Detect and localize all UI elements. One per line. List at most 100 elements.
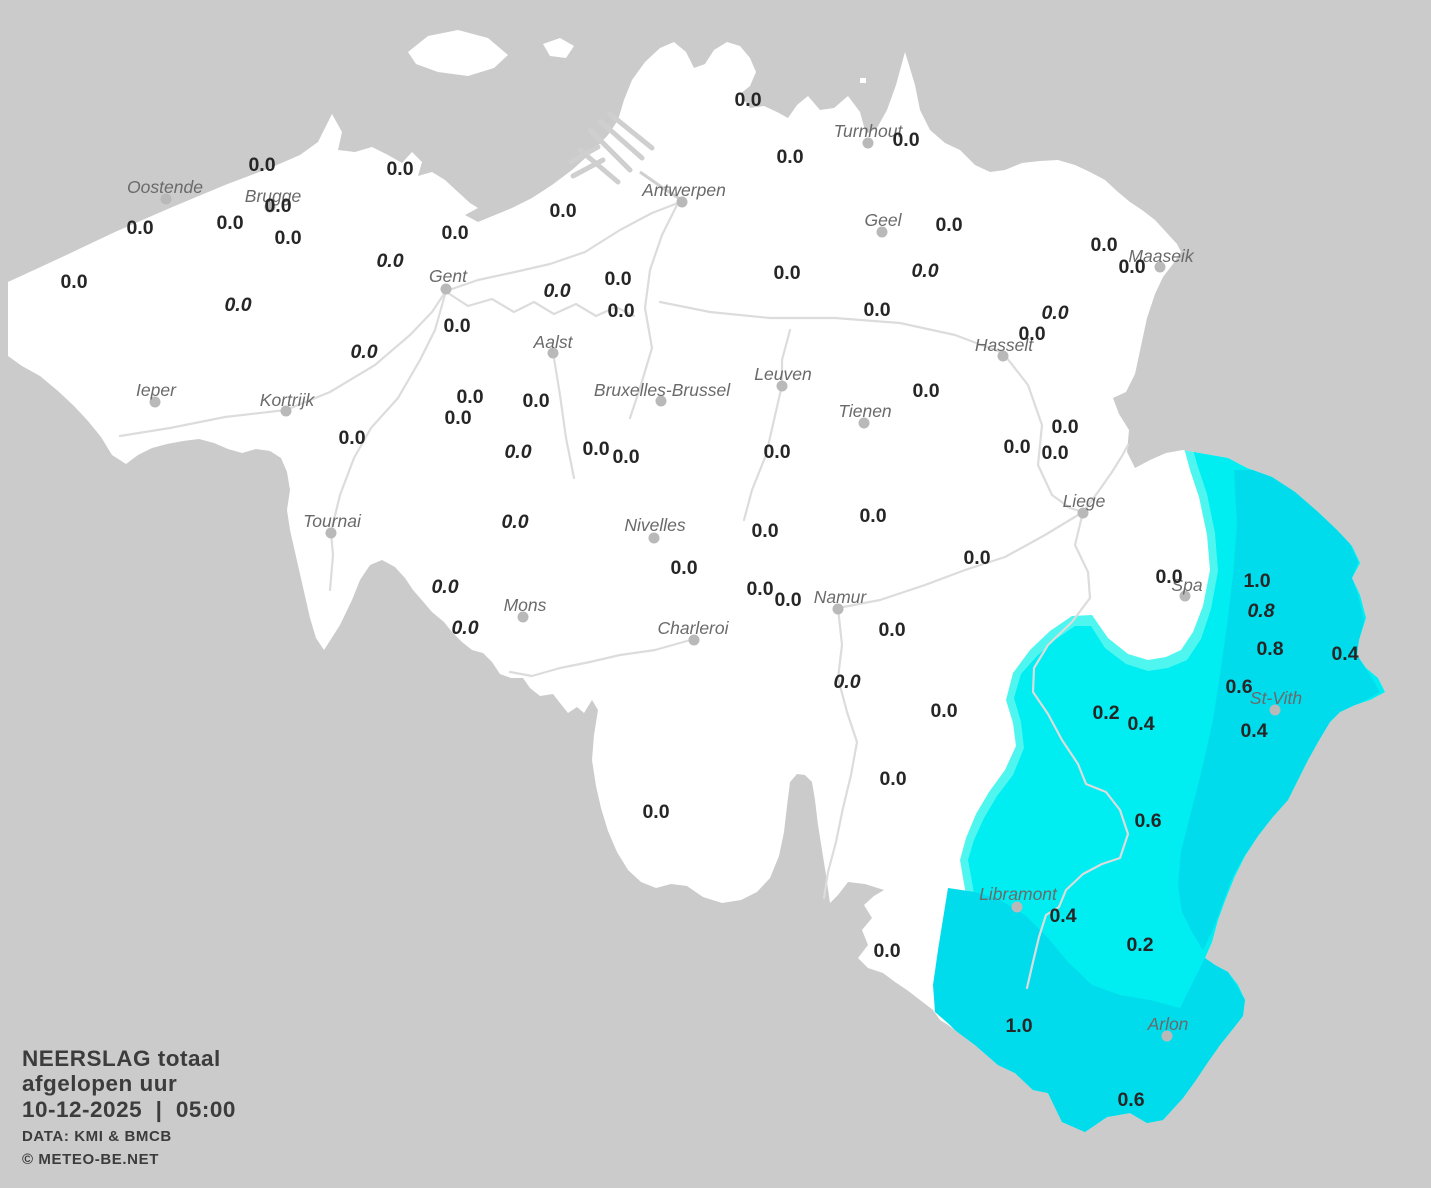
value-label: 0.0 bbox=[549, 200, 576, 222]
canal-gent-east bbox=[446, 291, 636, 318]
value-label: 0.0 bbox=[963, 547, 990, 569]
value-label: 0.0 bbox=[126, 217, 153, 239]
city-label: Tournai bbox=[303, 511, 362, 531]
city-dot bbox=[1269, 704, 1281, 716]
city-dot bbox=[858, 417, 870, 429]
city-label: Oostende bbox=[127, 177, 203, 197]
value-label: 0.0 bbox=[1018, 323, 1045, 345]
value-label: 0.0 bbox=[1041, 302, 1068, 324]
city-dot bbox=[832, 603, 844, 615]
map-timestamp: 10-12-2025 | 05:00 bbox=[22, 1097, 236, 1122]
value-label: 0.0 bbox=[1041, 442, 1068, 464]
zeeland-island bbox=[408, 30, 508, 76]
value-label: 0.0 bbox=[833, 671, 860, 693]
river-ourthe bbox=[1025, 510, 1130, 990]
value-label: 0.0 bbox=[751, 520, 778, 542]
city-dot bbox=[440, 283, 452, 295]
value-label: 0.0 bbox=[376, 250, 403, 272]
value-label: 0.0 bbox=[443, 315, 470, 337]
rivers bbox=[118, 201, 1130, 990]
value-label: 0.0 bbox=[873, 940, 900, 962]
city-dot bbox=[1161, 1030, 1173, 1042]
city-label: Bruxelles-Brussel bbox=[594, 380, 731, 400]
city-dot bbox=[547, 347, 559, 359]
value-label: 0.0 bbox=[773, 262, 800, 284]
city-dot bbox=[776, 380, 788, 392]
city-dot bbox=[648, 532, 660, 544]
city-label: Arlon bbox=[1147, 1014, 1189, 1034]
city-dot bbox=[160, 193, 172, 205]
value-label: 0.0 bbox=[60, 271, 87, 293]
value-label: 0.4 bbox=[1331, 643, 1358, 665]
river-dijle bbox=[742, 328, 792, 522]
city-label: St-Vith bbox=[1250, 688, 1302, 708]
city-label: Maaseik bbox=[1128, 246, 1194, 266]
antwerp-docks bbox=[568, 111, 655, 185]
value-label: 0.0 bbox=[338, 427, 365, 449]
city-label: Tienen bbox=[838, 401, 891, 421]
value-label: 0.0 bbox=[878, 619, 905, 641]
value-label: 0.0 bbox=[930, 700, 957, 722]
data-source: DATA: KMI & BMCB bbox=[22, 1128, 172, 1145]
river-schelde-lower bbox=[444, 201, 680, 293]
value-label: 0.0 bbox=[892, 129, 919, 151]
river-schelde-antwerp-south bbox=[628, 201, 680, 420]
value-label: 0.0 bbox=[1003, 436, 1030, 458]
value-label: 0.0 bbox=[431, 576, 458, 598]
city-label: Geel bbox=[865, 210, 903, 230]
value-label: 0.6 bbox=[1134, 810, 1161, 832]
value-label: 0.0 bbox=[543, 280, 570, 302]
value-label: 0.0 bbox=[734, 89, 761, 111]
value-label: 0.0 bbox=[763, 441, 790, 463]
value-label: 0.0 bbox=[444, 407, 471, 429]
value-label: 0.0 bbox=[1051, 416, 1078, 438]
map-title-line1: NEERSLAG totaal bbox=[22, 1046, 221, 1071]
city-label: Brugge bbox=[245, 186, 302, 206]
value-label: 1.0 bbox=[1005, 1015, 1032, 1037]
enclave-speck bbox=[860, 78, 866, 83]
value-label: 0.0 bbox=[216, 212, 243, 234]
city-label: Aalst bbox=[533, 332, 574, 352]
value-label: 0.0 bbox=[582, 438, 609, 460]
city-dot bbox=[280, 405, 292, 417]
city-label: Antwerpen bbox=[641, 180, 726, 200]
value-label: 0.0 bbox=[863, 299, 890, 321]
value-label: 0.0 bbox=[248, 154, 275, 176]
value-label: 0.0 bbox=[911, 260, 938, 282]
value-label: 0.0 bbox=[441, 222, 468, 244]
value-label: 0.0 bbox=[1090, 234, 1117, 256]
value-label: 0.0 bbox=[612, 446, 639, 468]
city-label: Liege bbox=[1063, 491, 1106, 511]
river-meuse-south bbox=[822, 606, 859, 900]
city-label: Kortrijk bbox=[260, 390, 316, 410]
city-dot bbox=[862, 137, 874, 149]
city-dot bbox=[325, 527, 337, 539]
city-dot bbox=[264, 201, 276, 213]
value-label: 1.0 bbox=[1243, 570, 1270, 592]
city-label: Charleroi bbox=[658, 618, 730, 638]
value-label: 0.0 bbox=[912, 380, 939, 402]
city-dot bbox=[655, 395, 667, 407]
schelde-estuary-channel bbox=[639, 170, 681, 201]
city-label: Nivelles bbox=[624, 515, 686, 535]
city-dot bbox=[517, 611, 529, 623]
value-label: 0.0 bbox=[935, 214, 962, 236]
city-dot bbox=[1179, 590, 1191, 602]
city-label: Gent bbox=[429, 266, 468, 286]
value-label: 0.2 bbox=[1126, 934, 1153, 956]
value-label: 0.0 bbox=[879, 768, 906, 790]
value-label: 0.6 bbox=[1117, 1089, 1144, 1111]
river-dender bbox=[551, 350, 576, 480]
value-label: 0.0 bbox=[746, 578, 773, 600]
value-label: 0.0 bbox=[456, 386, 483, 408]
city-dot bbox=[1154, 261, 1166, 273]
value-label: 0.0 bbox=[1155, 566, 1182, 588]
value-label: 0.0 bbox=[350, 341, 377, 363]
city-label: Turnhout bbox=[834, 121, 904, 141]
value-label: 0.0 bbox=[264, 195, 291, 217]
river-meuse-namur-liege bbox=[836, 443, 1130, 610]
city-label: Libramont bbox=[979, 884, 1058, 904]
value-label: 0.6 bbox=[1225, 676, 1252, 698]
value-label: 0.8 bbox=[1256, 638, 1283, 660]
